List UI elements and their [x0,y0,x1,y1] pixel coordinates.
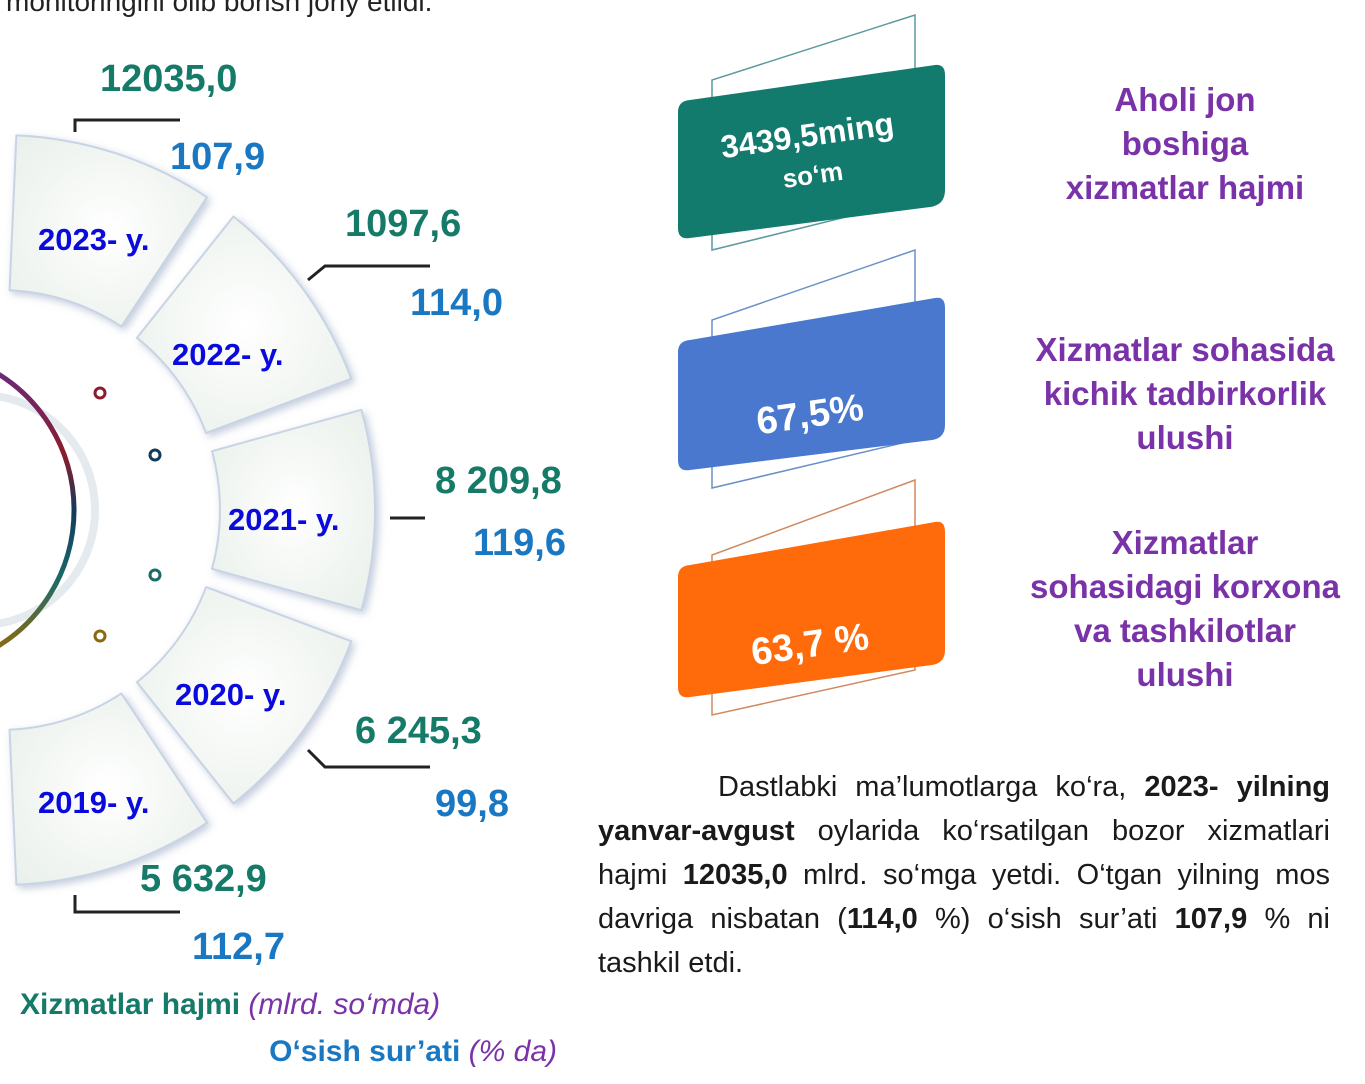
caption-line: ulushi [995,653,1365,697]
legend-unit: (% da) [469,1035,557,1068]
caption-line: Xizmatlar sohasida [995,328,1365,372]
volume: 6 245,3 [355,710,482,753]
year-label: 2023- y. [38,222,149,258]
year-label: 2022- y. [172,337,283,373]
volume: 1097,6 [345,203,461,246]
arc-dots [95,388,160,641]
legend-unit: (mlrd. so‘mda) [248,988,440,1021]
year-label: 2020- y. [175,677,286,713]
paragraph-run: 114,0 [847,903,918,935]
legend-label: Xizmatlar hajmi [20,988,240,1021]
caption-line: sohasidagi korxona [995,565,1365,609]
year-label: 2019- y. [38,785,149,821]
legend-growth: O‘sish sur’ati (% da) [269,1035,557,1069]
page: monitoringini olib borish joriy etildi. … [0,0,1365,1084]
paragraph-run: 12035,0 [683,859,788,891]
year-label: 2021- y. [228,502,339,538]
paragraph-run: 107,9 [1175,903,1248,935]
paragraph: Dastlabki ma’lumotlarga ko‘ra, 2023- yil… [598,765,1330,985]
paragraph-run: Dastlabki ma’lumotlarga ko‘ra, [718,771,1144,803]
growth: 112,7 [192,926,285,969]
caption-line: boshiga [995,122,1365,166]
caption-line: xizmatlar hajmi [995,166,1365,210]
inner-circle [0,395,95,625]
growth: 107,9 [170,136,265,179]
caption-line: Xizmatlar [995,521,1365,565]
volume: 5 632,9 [140,858,267,901]
caption-line: Aholi jon [995,78,1365,122]
volume: 12035,0 [100,58,237,101]
caption-line: kichik tadbirkorlik [995,372,1365,416]
caption-line: va tashkilotlar [995,609,1365,653]
legend-volume: Xizmatlar hajmi (mlrd. so‘mda) [20,988,440,1022]
volume: 8 209,8 [435,460,562,503]
legend-label: O‘sish sur’ati [269,1035,460,1068]
caption-line: ulushi [995,416,1365,460]
paragraph-run: %) o‘sish sur’ati [918,903,1175,935]
growth: 114,0 [410,282,503,325]
growth: 119,6 [473,522,566,565]
growth: 99,8 [435,783,509,826]
